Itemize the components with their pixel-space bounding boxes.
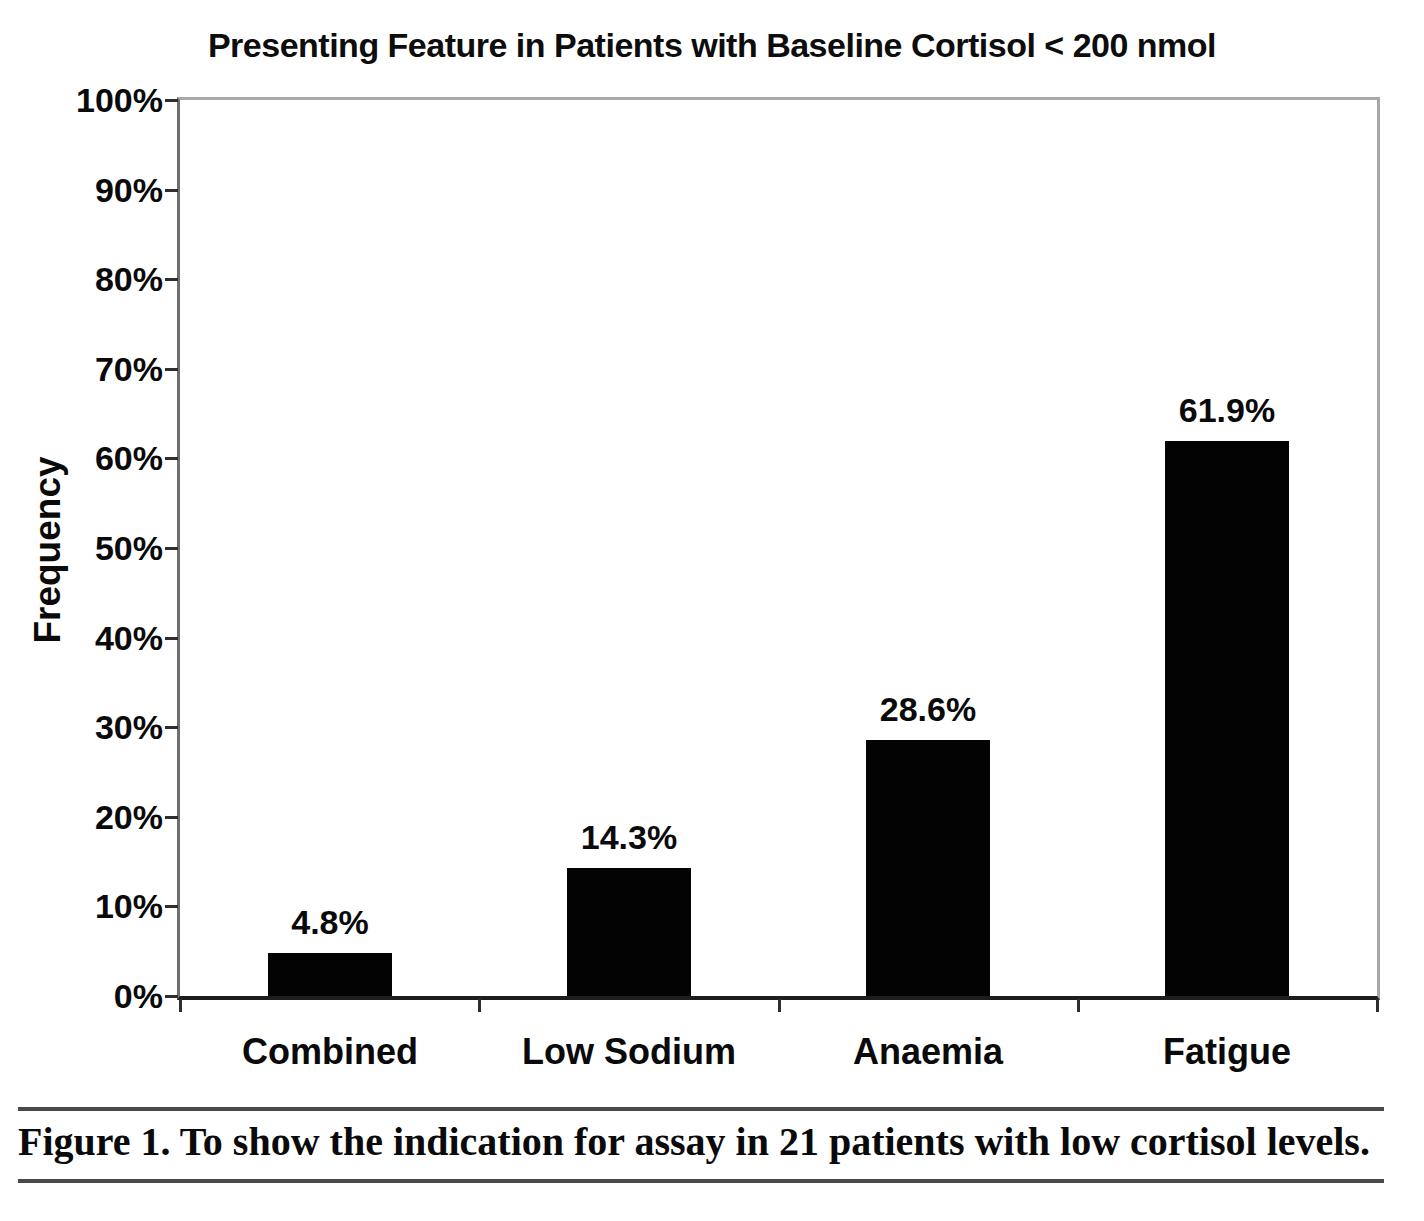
- y-tick-label: 50%: [40, 528, 163, 568]
- x-tick: [478, 999, 481, 1012]
- x-category-label: Fatigue: [1077, 1031, 1377, 1073]
- caption-rule-top: [18, 1107, 1384, 1111]
- y-tick: [165, 905, 178, 908]
- bar-value-label: 28.6%: [828, 690, 1028, 729]
- y-tick-label: 60%: [40, 438, 163, 478]
- x-tick: [1077, 999, 1080, 1012]
- bar-fatigue: [1165, 441, 1289, 996]
- y-tick-label: 100%: [40, 80, 163, 120]
- figure-1-bar-chart: Presenting Feature in Patients with Base…: [0, 0, 1424, 1221]
- bar-anaemia: [866, 740, 990, 996]
- x-tick: [1376, 999, 1379, 1012]
- y-tick: [165, 368, 178, 371]
- y-tick: [165, 278, 178, 281]
- y-tick-label: 40%: [40, 618, 163, 658]
- caption-rule-bottom: [18, 1179, 1384, 1183]
- bar-low-sodium: [567, 868, 691, 996]
- y-tick: [165, 726, 178, 729]
- y-tick: [165, 637, 178, 640]
- y-tick: [165, 99, 178, 102]
- y-tick: [165, 816, 178, 819]
- x-category-label: Combined: [180, 1031, 480, 1073]
- bar-combined: [268, 953, 392, 996]
- y-tick-label: 20%: [40, 797, 163, 837]
- chart-title: Presenting Feature in Patients with Base…: [0, 26, 1424, 65]
- bar-value-label: 61.9%: [1127, 391, 1327, 430]
- y-tick: [165, 189, 178, 192]
- y-tick-label: 70%: [40, 349, 163, 389]
- y-tick-label: 10%: [40, 886, 163, 926]
- x-tick: [179, 999, 182, 1012]
- bar-value-label: 4.8%: [230, 903, 430, 942]
- y-tick-label: 80%: [40, 259, 163, 299]
- y-tick: [165, 995, 178, 998]
- plot-area: [177, 97, 1380, 1000]
- y-tick-label: 90%: [40, 170, 163, 210]
- bar-value-label: 14.3%: [529, 818, 729, 857]
- y-tick-label: 0%: [40, 976, 163, 1016]
- x-tick: [778, 999, 781, 1012]
- y-tick: [165, 547, 178, 550]
- y-tick-label: 30%: [40, 707, 163, 747]
- figure-caption: Figure 1. To show the indication for ass…: [18, 1118, 1408, 1165]
- x-category-label: Anaemia: [778, 1031, 1078, 1073]
- y-tick: [165, 457, 178, 460]
- x-category-label: Low Sodium: [479, 1031, 779, 1073]
